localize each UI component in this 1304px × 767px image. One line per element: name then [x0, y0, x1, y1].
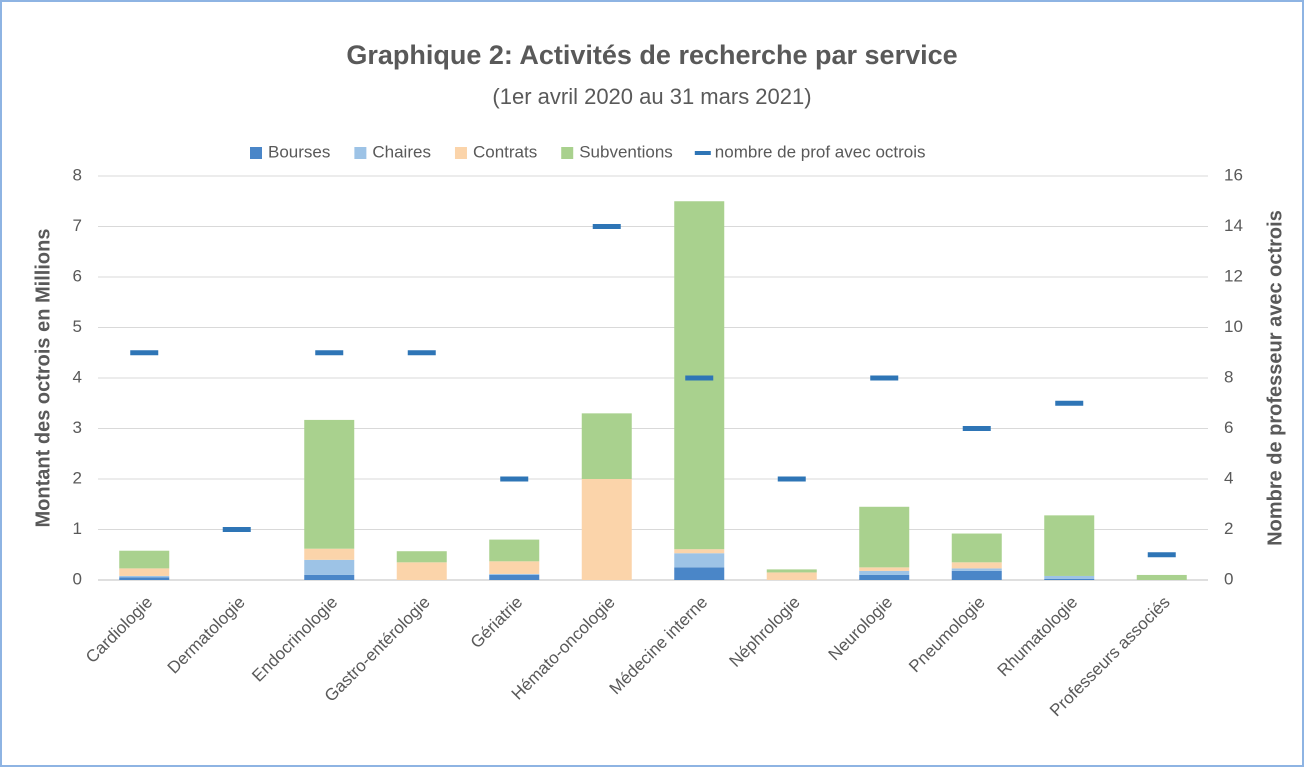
- bar-segment: [859, 570, 910, 575]
- bar-segment: [119, 577, 170, 580]
- bar-segment: [951, 570, 1002, 580]
- chart-subtitle: (1er avril 2020 au 31 mars 2021): [492, 84, 811, 109]
- legend-swatch: [561, 147, 574, 159]
- bar-segment: [119, 575, 170, 578]
- bar-segment: [581, 413, 632, 479]
- y2-tick-label: 4: [1224, 468, 1233, 487]
- bar-segment: [859, 567, 910, 571]
- bar-segment: [489, 539, 540, 562]
- bar-segment: [304, 419, 355, 549]
- y-tick-label: 6: [73, 266, 82, 285]
- bar-segment: [859, 574, 910, 580]
- y-tick-label: 8: [73, 165, 82, 184]
- legend-label: Subventions: [579, 142, 673, 161]
- y2-tick-label: 0: [1224, 569, 1233, 588]
- bar-segment: [119, 550, 170, 569]
- y-tick-label: 0: [73, 569, 82, 588]
- bar-segment: [951, 562, 1002, 569]
- legend-label: nombre de prof avec octrois: [715, 142, 926, 161]
- bar-segment: [1044, 578, 1095, 580]
- bar-segment: [766, 569, 817, 573]
- y-tick-label: 2: [73, 468, 82, 487]
- bar-segment: [489, 561, 540, 574]
- bar-segment: [674, 567, 725, 580]
- bar-segment: [951, 568, 1002, 571]
- y-tick-label: 5: [73, 317, 82, 336]
- y2-axis-title: Nombre de professeur avec octrois: [1264, 210, 1286, 546]
- y-tick-label: 4: [73, 367, 82, 386]
- chart-title: Graphique 2: Activités de recherche par …: [346, 40, 957, 70]
- bar-segment: [489, 573, 540, 575]
- legend-swatch: [250, 147, 262, 159]
- y2-tick-label: 16: [1224, 165, 1243, 184]
- legend-label: Bourses: [268, 142, 330, 161]
- bar-segment: [1044, 575, 1095, 579]
- bar-segment: [1044, 515, 1095, 576]
- bar-segment: [304, 559, 355, 575]
- bar-segment: [489, 574, 540, 580]
- legend-swatch: [354, 147, 367, 159]
- bar-segment: [581, 479, 632, 580]
- legend-label: Contrats: [473, 142, 537, 161]
- y-tick-label: 7: [73, 216, 82, 235]
- bar-segment: [119, 568, 170, 576]
- y2-tick-label: 2: [1224, 519, 1233, 538]
- bar-segment: [951, 533, 1002, 563]
- bar-segment: [766, 572, 817, 580]
- y2-tick-label: 8: [1224, 367, 1233, 386]
- y-tick-label: 3: [73, 418, 82, 437]
- y2-tick-label: 10: [1224, 317, 1243, 336]
- y2-tick-label: 12: [1224, 266, 1243, 285]
- legend-label: Chaires: [372, 142, 431, 161]
- y2-tick-label: 14: [1224, 216, 1243, 235]
- bar-segment: [304, 548, 355, 560]
- y-tick-label: 1: [73, 519, 82, 538]
- bar-segment: [1136, 574, 1187, 580]
- legend-swatch: [454, 147, 467, 159]
- bar-segment: [674, 201, 725, 550]
- bar-segment: [396, 562, 447, 580]
- y2-tick-label: 6: [1224, 418, 1233, 437]
- bar-segment: [674, 549, 725, 554]
- bar-segment: [859, 506, 910, 568]
- y-axis-title: Montant des octrois en Millions: [32, 229, 54, 528]
- bar-segment: [304, 574, 355, 580]
- bar-segment: [396, 551, 447, 563]
- bar-segment: [674, 553, 725, 568]
